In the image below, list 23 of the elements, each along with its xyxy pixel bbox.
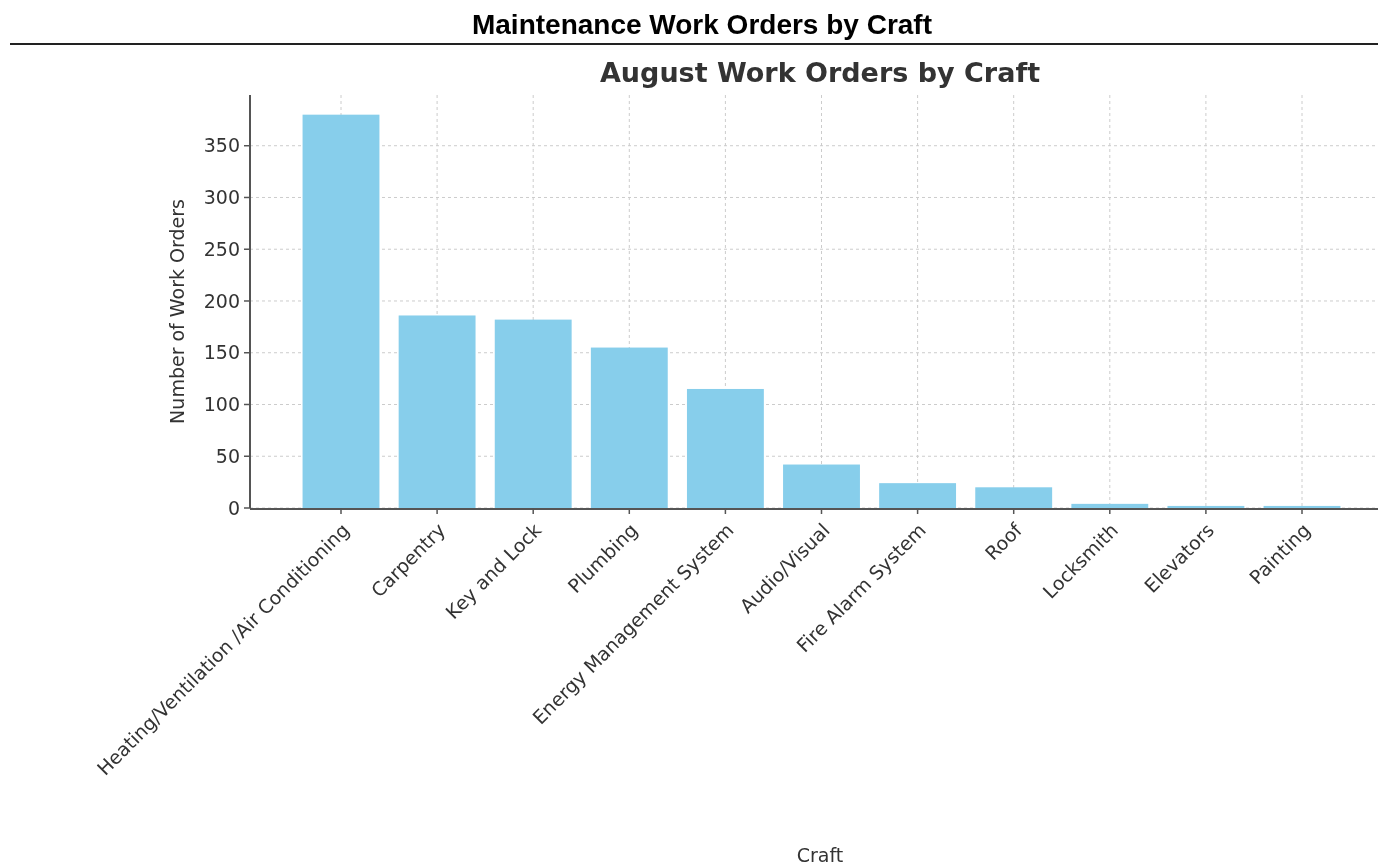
x-axis-title: Craft [796,844,844,866]
bar [494,319,572,508]
bar [783,464,860,508]
y-tick-label: 300 [203,186,240,209]
y-axis-title: Number of Work Orders [166,199,188,424]
y-tick-label: 100 [203,393,240,416]
chart-title: Maintenance Work Orders by Craft [471,9,933,40]
y-tick-label: 250 [203,237,240,260]
y-tick-label: 350 [203,134,240,157]
bar [975,487,1053,508]
y-tick-label: 150 [203,341,240,364]
bar [1263,505,1341,508]
y-tick-label: 50 [215,444,240,467]
y-tick-label: 0 [227,496,240,519]
bar [1167,505,1245,508]
bar [1071,503,1149,508]
chart-subtitle: August Work Orders by Craft [599,57,1041,88]
bar [302,114,380,508]
y-tick-label: 200 [203,289,240,312]
bar [398,315,476,508]
bar [879,483,957,508]
bar [686,388,764,508]
bar [590,347,668,508]
